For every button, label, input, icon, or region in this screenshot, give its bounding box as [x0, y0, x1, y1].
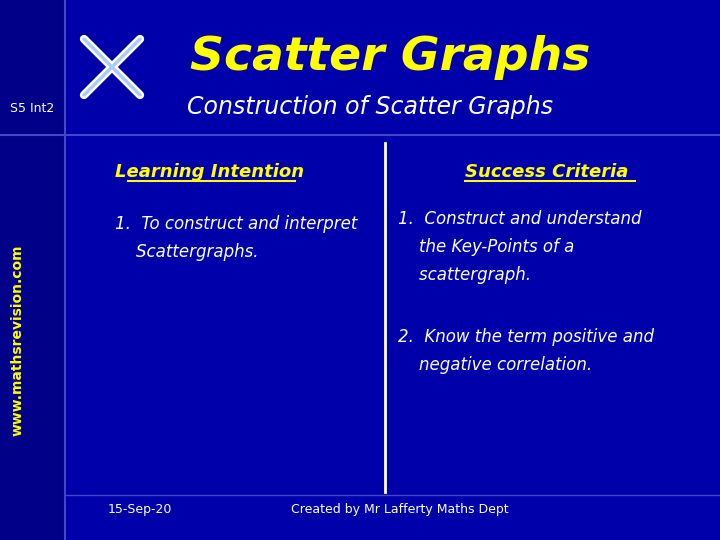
Text: S5 Int2: S5 Int2 — [10, 102, 54, 114]
Text: 2.  Know the term positive and
    negative correlation.: 2. Know the term positive and negative c… — [398, 328, 654, 374]
Text: Success Criteria: Success Criteria — [465, 163, 629, 181]
Text: 1.  To construct and interpret
    Scattergraphs.: 1. To construct and interpret Scattergra… — [115, 215, 357, 261]
Text: 1.  Construct and understand
    the Key-Points of a
    scattergraph.: 1. Construct and understand the Key-Poin… — [398, 210, 642, 284]
Text: Scatter Graphs: Scatter Graphs — [190, 36, 590, 80]
Bar — [0, 0, 65, 540]
Text: Created by Mr Lafferty Maths Dept: Created by Mr Lafferty Maths Dept — [291, 503, 509, 516]
Text: 15-Sep-20: 15-Sep-20 — [108, 503, 172, 516]
Text: Construction of Scatter Graphs: Construction of Scatter Graphs — [187, 95, 553, 119]
Text: Learning Intention: Learning Intention — [115, 163, 305, 181]
Text: www.mathsrevision.com: www.mathsrevision.com — [11, 244, 25, 436]
